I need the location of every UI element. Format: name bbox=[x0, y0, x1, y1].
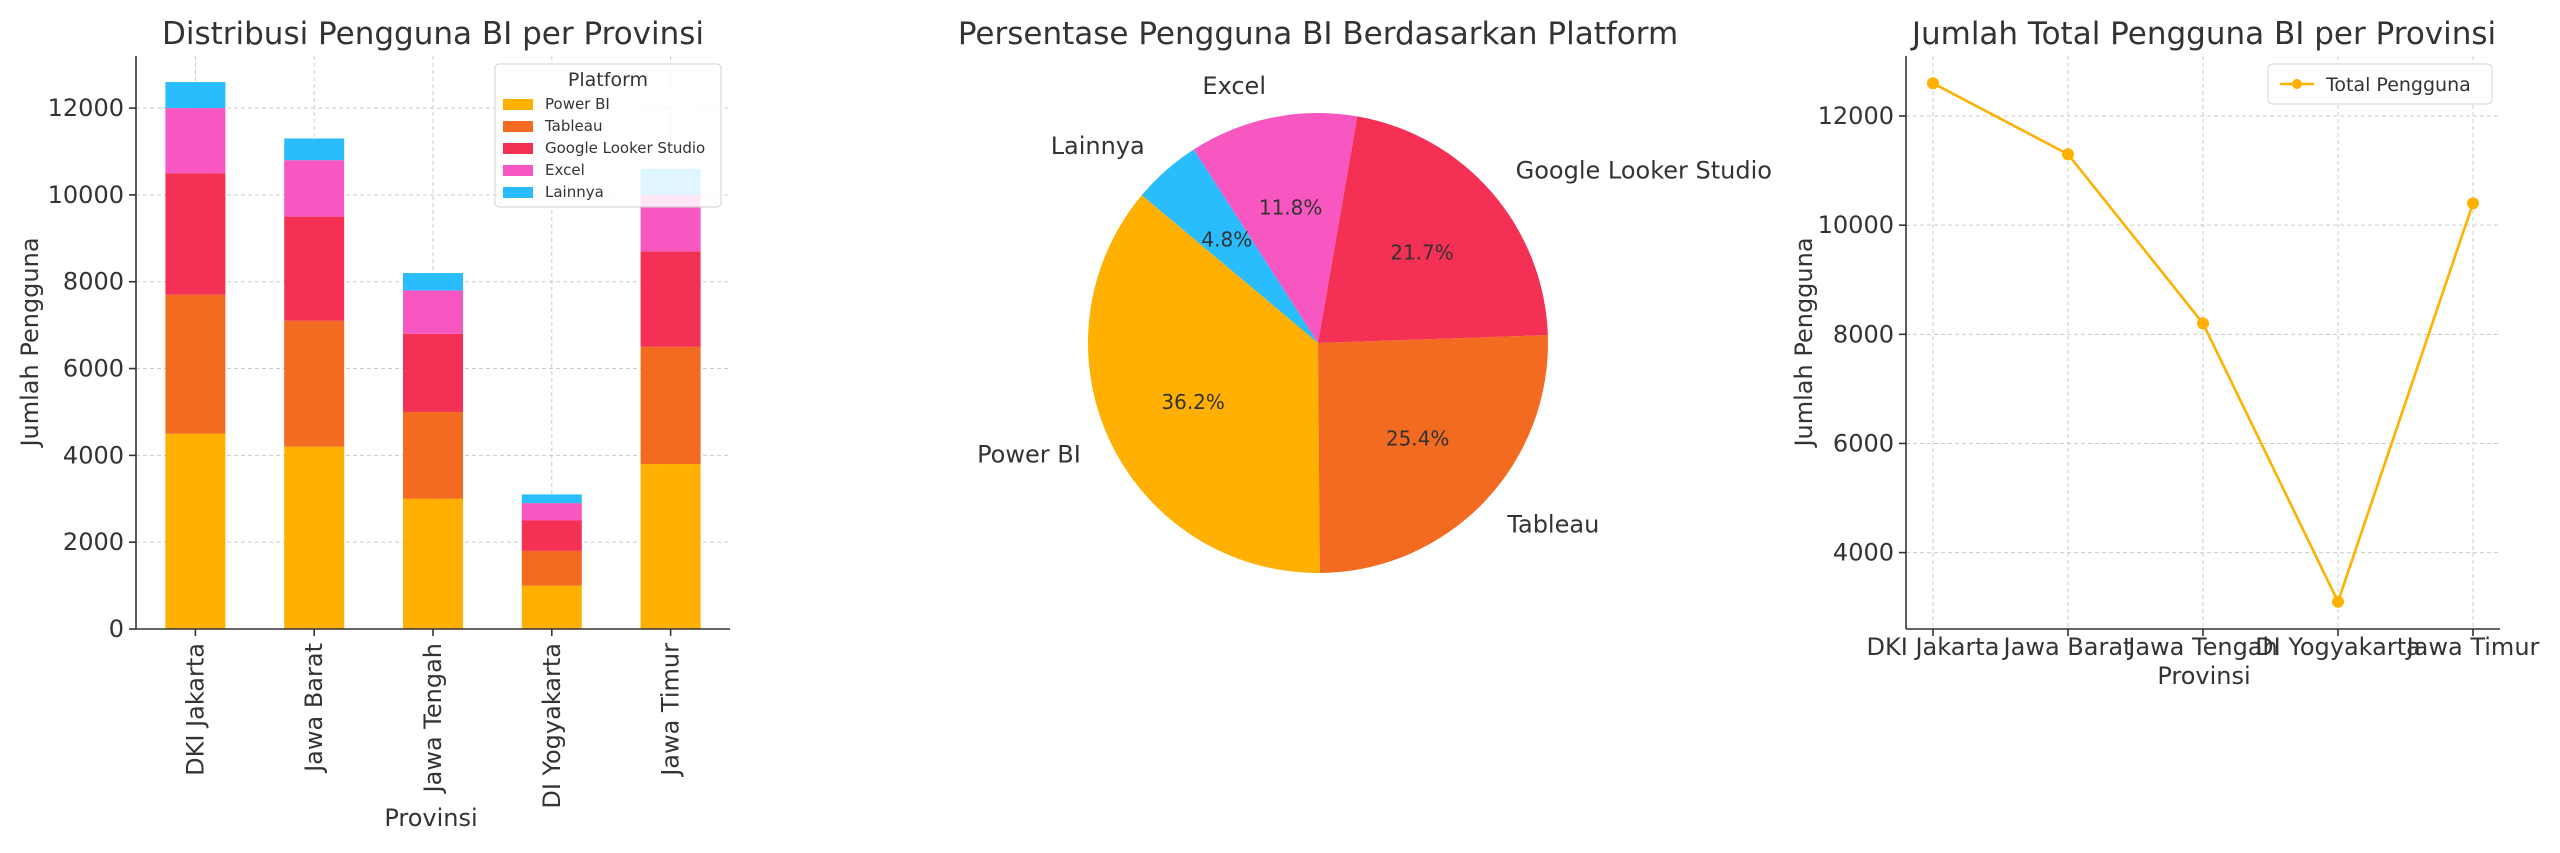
pie-label: Lainnya bbox=[1051, 132, 1145, 160]
line-x-tick-label: Jawa Barat bbox=[2002, 633, 2133, 661]
bar-legend-swatch bbox=[503, 165, 533, 176]
bar-chart-y-axis-label: Jumlah Pengguna bbox=[16, 237, 44, 448]
bar-di-yogyakarta-power-bi bbox=[521, 585, 582, 629]
pie-percent-label: 36.2% bbox=[1161, 390, 1225, 414]
bar-legend-label: Excel bbox=[545, 161, 585, 179]
bar-legend-swatch bbox=[503, 187, 533, 198]
pie-percent-label: 4.8% bbox=[1201, 227, 1252, 251]
line-x-tick-label: DI Yogyakarta bbox=[2255, 633, 2421, 661]
line-chart-x-axis-label: Provinsi bbox=[2157, 662, 2250, 690]
pie-slice-tableau bbox=[1318, 335, 1548, 573]
bar-jawa-barat-tableau bbox=[284, 320, 345, 447]
bar-y-tick-label: 8000 bbox=[63, 268, 124, 296]
bar-legend-frame bbox=[494, 63, 722, 208]
line-y-tick-label: 6000 bbox=[1833, 429, 1894, 457]
bar-jawa-timur-power-bi bbox=[640, 464, 701, 629]
line-point-jawa-barat bbox=[2062, 148, 2074, 161]
pie-label: Excel bbox=[1202, 72, 1266, 100]
pie-slice-excel bbox=[1193, 113, 1358, 344]
bar-y-tick-label: 6000 bbox=[63, 355, 124, 383]
line-chart: Jumlah Total Pengguna BI per Provinsi 40… bbox=[1790, 16, 2540, 690]
pie-label: Power BI bbox=[977, 441, 1081, 469]
line-point-jawa-timur bbox=[2467, 197, 2479, 210]
bar-chart-legend: Platform Power BI Tableau Google Looker Stu… bbox=[494, 63, 722, 208]
line-legend-label: Total Pengguna bbox=[2325, 74, 2471, 96]
bar-jawa-barat-lainnya bbox=[284, 138, 345, 161]
line-legend-marker bbox=[2292, 79, 2302, 89]
bar-dki-jakarta-tableau bbox=[165, 294, 226, 434]
bar-legend-title: Platform bbox=[568, 69, 648, 91]
bar-x-tick-label: Jawa Barat bbox=[300, 643, 328, 774]
bar-jawa-tengah-google-looker-studio bbox=[403, 333, 463, 412]
line-chart-grid bbox=[1906, 56, 2500, 629]
line-x-tick-label: Jawa Tengah bbox=[2126, 633, 2277, 661]
bar-y-tick-label: 2000 bbox=[63, 528, 124, 556]
pie-percent-label: 11.8% bbox=[1259, 196, 1323, 220]
bar-jawa-timur-tableau bbox=[640, 346, 701, 465]
bar-jawa-barat-power-bi bbox=[284, 446, 345, 629]
pie-chart: Persentase Pengguna BI Berdasarkan Platf… bbox=[958, 16, 1772, 573]
bar-legend-swatch bbox=[503, 99, 533, 110]
pie-percent-label: 21.7% bbox=[1390, 240, 1454, 264]
line-y-tick-label: 8000 bbox=[1833, 320, 1894, 348]
line-y-tick-label: 10000 bbox=[1818, 211, 1894, 239]
bar-dki-jakarta-lainnya bbox=[165, 82, 226, 109]
bar-legend-label: Power BI bbox=[545, 95, 610, 113]
line-y-tick-label: 12000 bbox=[1818, 102, 1894, 130]
line-chart-y-axis-label: Jumlah Pengguna bbox=[1790, 237, 1818, 448]
bar-di-yogyakarta-tableau bbox=[521, 550, 582, 586]
pie-slice-lainnya bbox=[1141, 149, 1318, 343]
line-x-tick-label: DKI Jakarta bbox=[1867, 633, 2000, 661]
bar-jawa-barat-google-looker-studio bbox=[284, 216, 345, 321]
bar-y-tick-label: 4000 bbox=[63, 441, 124, 469]
line-chart-series bbox=[1927, 77, 2479, 608]
bar-dki-jakarta-excel bbox=[165, 108, 226, 174]
pie-label: Tableau bbox=[1506, 510, 1599, 538]
bar-di-yogyakarta-excel bbox=[521, 503, 582, 521]
bar-x-tick-label: DI Yogyakarta bbox=[538, 643, 566, 809]
pie-chart-title: Persentase Pengguna BI Berdasarkan Platf… bbox=[958, 16, 1678, 52]
bar-chart-x-axis-label: Provinsi bbox=[384, 804, 477, 832]
line-legend-frame bbox=[2267, 63, 2493, 105]
line-x-tick-label: Jawa Timur bbox=[2405, 633, 2540, 661]
bar-jawa-barat-excel bbox=[284, 160, 345, 217]
pie-chart-slices: Power BI 36.2% Tableau 25.4% Google Looker S… bbox=[977, 72, 1772, 573]
bar-legend-swatch bbox=[503, 143, 533, 154]
bar-di-yogyakarta-lainnya bbox=[521, 494, 582, 504]
bar-x-tick-label: Jawa Timur bbox=[657, 643, 685, 778]
bar-jawa-timur-google-looker-studio bbox=[640, 251, 701, 347]
line-y-tick-label: 4000 bbox=[1833, 539, 1894, 567]
bar-legend-label: Tableau bbox=[544, 117, 603, 135]
bar-x-tick-label: DKI Jakarta bbox=[181, 643, 209, 776]
line-chart-axes: 4000 6000 8000 10000 12000 DKI Jakarta Jawa Ba… bbox=[1818, 56, 2540, 661]
bar-y-tick-label: 0 bbox=[109, 615, 124, 643]
bar-di-yogyakarta-google-looker-studio bbox=[521, 520, 582, 551]
bar-chart-title: Distribusi Pengguna BI per Provinsi bbox=[162, 16, 704, 52]
pie-slice-google-looker-studio bbox=[1318, 116, 1548, 343]
bar-y-tick-label: 10000 bbox=[48, 181, 124, 209]
bar-legend-label: Lainnya bbox=[545, 183, 604, 201]
pie-slice-power-bi bbox=[1088, 195, 1320, 573]
line-point-jawa-tengah bbox=[2197, 317, 2209, 330]
bar-jawa-tengah-power-bi bbox=[403, 498, 463, 629]
bar-jawa-tengah-lainnya bbox=[403, 273, 463, 291]
line-point-di-yogyakarta bbox=[2332, 595, 2344, 608]
line-chart-legend: Total Pengguna bbox=[2267, 63, 2493, 105]
bar-legend-label: Google Looker Studio bbox=[545, 139, 705, 157]
stacked-bar-chart: Distribusi Pengguna BI per Provinsi 0 200… bbox=[16, 16, 730, 832]
pie-label: Google Looker Studio bbox=[1516, 157, 1772, 185]
bar-chart-axes: 0 2000 4000 6000 8000 10000 12000 DKI Jakarta Ja… bbox=[48, 56, 730, 809]
bar-x-tick-label: Jawa Tengah bbox=[419, 643, 447, 794]
bar-y-tick-label: 12000 bbox=[48, 94, 124, 122]
bar-legend-swatch bbox=[503, 121, 533, 132]
line-chart-title: Jumlah Total Pengguna BI per Provinsi bbox=[1910, 16, 2496, 52]
bar-jawa-tengah-excel bbox=[403, 290, 463, 334]
bar-dki-jakarta-google-looker-studio bbox=[165, 173, 226, 295]
bar-jawa-tengah-tableau bbox=[403, 411, 463, 499]
bar-dki-jakarta-power-bi bbox=[165, 433, 226, 629]
pie-percent-label: 25.4% bbox=[1386, 426, 1450, 450]
line-point-dki-jakarta bbox=[1927, 77, 1939, 90]
